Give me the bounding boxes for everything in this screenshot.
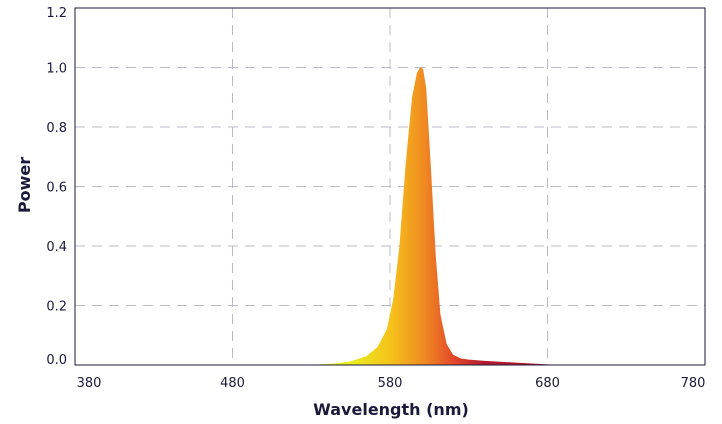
grid-lines [75, 8, 705, 365]
x-axis-ticks: 380 480 580 680 780 [77, 376, 706, 391]
x-tick-label: 380 [77, 376, 102, 391]
y-tick-label: 0.4 [46, 240, 67, 255]
y-axis-title: Power [15, 157, 34, 213]
y-tick-label: 0.8 [46, 121, 67, 136]
plot-frame [74, 7, 706, 366]
x-tick-label: 480 [220, 376, 245, 391]
x-tick-label: 680 [535, 376, 560, 391]
y-axis-ticks: 0.0 0.2 0.4 0.6 0.8 1.0 1.2 [46, 6, 67, 368]
y-tick-label: 1.0 [46, 62, 67, 77]
y-tick-label: 0.0 [46, 353, 67, 368]
x-tick-label: 580 [378, 376, 403, 391]
y-tick-label: 1.2 [46, 6, 67, 21]
y-tick-label: 0.2 [46, 300, 67, 315]
y-tick-label: 0.6 [46, 181, 67, 196]
x-tick-label: 780 [681, 376, 706, 391]
x-axis-title: Wavelength (nm) [313, 400, 469, 419]
